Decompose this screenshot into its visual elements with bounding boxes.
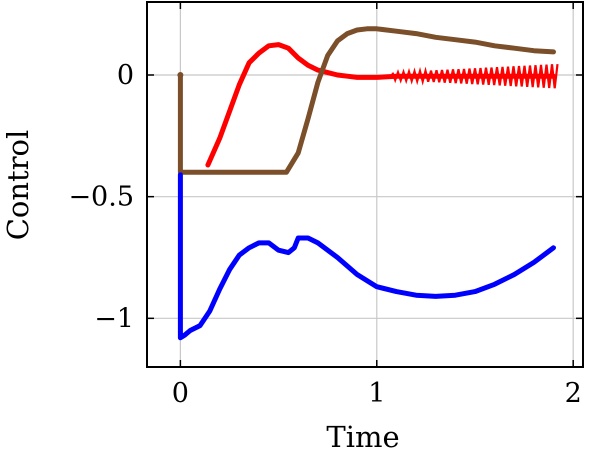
- series-line-1: [205, 42, 556, 168]
- oscillation-band-1: [391, 63, 559, 89]
- y-axis-label: Control: [1, 130, 35, 241]
- x-tick-label: 1: [368, 378, 385, 409]
- x-axis-label: Time: [326, 420, 399, 454]
- x-tick-label: 2: [565, 378, 582, 409]
- y-tick-label: −0.5: [68, 182, 134, 213]
- series-line-3: [177, 172, 556, 341]
- x-axis-ticks: 0 1 2: [172, 2, 582, 409]
- y-axis-ticks: 0 −0.5 −1: [68, 60, 583, 334]
- x-tick-label: 0: [172, 378, 189, 409]
- plot-frame-rect: [146, 1, 584, 368]
- grid-lines: [147, 2, 583, 367]
- series-group: [177, 26, 559, 341]
- y-tick-label: 0: [117, 60, 134, 91]
- series-line-2: [177, 26, 556, 175]
- series-2-start-marker: [177, 72, 184, 78]
- y-tick-label: −1: [94, 303, 134, 334]
- plot-frame: [146, 1, 584, 368]
